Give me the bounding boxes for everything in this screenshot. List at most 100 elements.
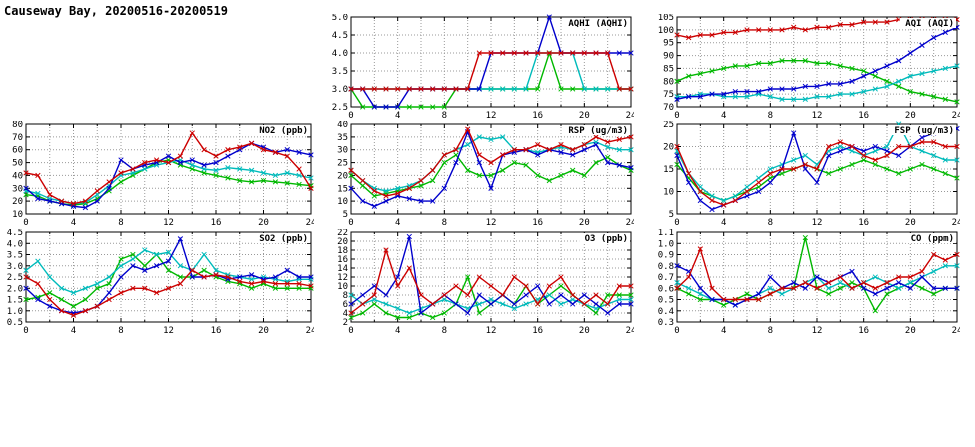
svg-text:8: 8 — [442, 326, 447, 336]
chart-fsp-canvas: 0 4 8 12 16 20 24 5 10 15 20 25 FSP (ug/m3) — [663, 121, 960, 228]
svg-text:8: 8 — [768, 111, 773, 121]
chart-no2: 0 4 8 12 16 20 24 10 20 30 40 50 60 70 80 NO2 (ppb) — [0, 121, 314, 228]
svg-text:SO2 (ppb): SO2 (ppb) — [259, 234, 308, 244]
svg-text:8: 8 — [343, 291, 348, 301]
svg-text:3.5: 3.5 — [332, 67, 348, 77]
chart-aqi: 0 4 8 12 16 20 24 70 75 80 85 90 95 100 105 AQI (AQI) — [651, 14, 960, 121]
svg-text:12: 12 — [486, 111, 497, 121]
svg-text:20: 20 — [905, 218, 916, 228]
svg-text:15: 15 — [663, 165, 674, 175]
svg-text:5: 5 — [669, 210, 674, 220]
svg-text:2: 2 — [343, 318, 348, 328]
chart-aqhi-canvas: 0 4 8 12 16 20 24 2.5 3.0 3.5 4.0 4.5 5.0 AQHI (AQHI) — [332, 14, 634, 121]
svg-text:20: 20 — [579, 218, 590, 228]
svg-text:12: 12 — [486, 218, 497, 228]
svg-text:0.3: 0.3 — [658, 318, 674, 328]
svg-text:20: 20 — [337, 237, 348, 247]
svg-text:24: 24 — [306, 326, 314, 336]
svg-text:16: 16 — [532, 218, 543, 228]
svg-text:40: 40 — [12, 171, 23, 181]
svg-text:85: 85 — [663, 64, 674, 74]
svg-text:4.0: 4.0 — [7, 239, 23, 249]
svg-text:4: 4 — [71, 218, 76, 228]
svg-text:8: 8 — [442, 111, 447, 121]
svg-text:12: 12 — [337, 273, 348, 283]
svg-text:0: 0 — [674, 326, 679, 336]
svg-text:8: 8 — [118, 326, 123, 336]
svg-text:0.9: 0.9 — [658, 251, 674, 261]
svg-text:20: 20 — [258, 326, 269, 336]
svg-text:75: 75 — [663, 90, 674, 100]
svg-text:0.7: 0.7 — [658, 273, 674, 283]
svg-text:5: 5 — [343, 210, 348, 220]
svg-text:4: 4 — [721, 111, 726, 121]
svg-text:20: 20 — [905, 326, 916, 336]
svg-text:RSP (ug/m3): RSP (ug/m3) — [568, 126, 628, 136]
svg-text:12: 12 — [163, 218, 174, 228]
svg-text:10: 10 — [12, 210, 23, 220]
svg-text:10: 10 — [337, 197, 348, 207]
svg-text:8: 8 — [768, 326, 773, 336]
svg-text:70: 70 — [663, 103, 674, 113]
svg-text:100: 100 — [658, 26, 674, 36]
svg-text:0.5: 0.5 — [658, 296, 674, 306]
chart-co-canvas: 0 4 8 12 16 20 24 0.30.40.5 0.60.70.80.9 1.01.1 CO… — [658, 229, 960, 336]
svg-text:24: 24 — [626, 111, 634, 121]
svg-text:40: 40 — [337, 121, 348, 130]
svg-text:2.0: 2.0 — [7, 284, 23, 294]
svg-text:12: 12 — [163, 326, 174, 336]
svg-text:24: 24 — [626, 218, 634, 228]
svg-text:1.1: 1.1 — [658, 229, 674, 238]
svg-text:O3 (ppb): O3 (ppb) — [585, 234, 628, 244]
svg-text:25: 25 — [337, 159, 348, 169]
chart-aqhi: 0 4 8 12 16 20 24 2.5 3.0 3.5 4.0 4.5 5.0 AQHI (AQHI) — [325, 14, 634, 121]
svg-text:4.5: 4.5 — [332, 31, 348, 41]
svg-text:CO (ppm): CO (ppm) — [911, 234, 954, 244]
svg-text:16: 16 — [858, 111, 869, 121]
svg-text:8: 8 — [768, 218, 773, 228]
svg-text:10: 10 — [337, 282, 348, 292]
svg-text:80: 80 — [12, 121, 23, 130]
svg-text:60: 60 — [12, 146, 23, 156]
svg-text:8: 8 — [442, 218, 447, 228]
svg-text:0: 0 — [348, 326, 353, 336]
chart-aqi-canvas: 0 4 8 12 16 20 24 70 75 80 85 90 95 100 105 AQI (AQI) — [658, 14, 960, 121]
svg-text:4: 4 — [721, 218, 726, 228]
svg-text:0: 0 — [674, 218, 679, 228]
svg-text:AQI (AQI): AQI (AQI) — [905, 19, 954, 29]
svg-text:3.5: 3.5 — [7, 251, 23, 261]
svg-text:20: 20 — [905, 111, 916, 121]
svg-text:95: 95 — [663, 39, 674, 49]
svg-text:24: 24 — [952, 326, 960, 336]
svg-text:4: 4 — [721, 326, 726, 336]
svg-text:18: 18 — [337, 246, 348, 256]
svg-text:16: 16 — [858, 218, 869, 228]
svg-text:20: 20 — [579, 326, 590, 336]
svg-text:30: 30 — [12, 184, 23, 194]
svg-text:0.8: 0.8 — [658, 262, 674, 272]
svg-text:12: 12 — [486, 326, 497, 336]
svg-text:4.5: 4.5 — [7, 229, 23, 238]
svg-text:FSP (ug/m3): FSP (ug/m3) — [894, 126, 954, 136]
svg-text:4.0: 4.0 — [332, 49, 348, 59]
svg-text:AQHI (AQHI): AQHI (AQHI) — [568, 19, 628, 29]
svg-text:4: 4 — [395, 111, 400, 121]
svg-text:6: 6 — [343, 300, 348, 310]
svg-text:0: 0 — [348, 218, 353, 228]
svg-text:0.4: 0.4 — [658, 307, 674, 317]
svg-text:3.0: 3.0 — [7, 262, 23, 272]
svg-text:0.5: 0.5 — [7, 318, 23, 328]
svg-text:20: 20 — [579, 111, 590, 121]
svg-text:1.0: 1.0 — [658, 239, 674, 249]
svg-text:0: 0 — [348, 111, 353, 121]
svg-text:4: 4 — [395, 218, 400, 228]
svg-text:30: 30 — [337, 146, 348, 156]
svg-text:24: 24 — [306, 218, 314, 228]
chart-o3: 0 4 8 12 16 20 24 2 4 6 8 10 12 14 16 18 20 22 O3 (ppb) — [325, 229, 634, 336]
svg-text:12: 12 — [812, 111, 823, 121]
svg-text:80: 80 — [663, 77, 674, 87]
svg-text:24: 24 — [952, 111, 960, 121]
chart-rsp-canvas: 0 4 8 12 16 20 24 5 10 15 20 25 30 35 40 RSP (ug/m3) — [337, 121, 634, 228]
svg-text:10: 10 — [663, 188, 674, 198]
